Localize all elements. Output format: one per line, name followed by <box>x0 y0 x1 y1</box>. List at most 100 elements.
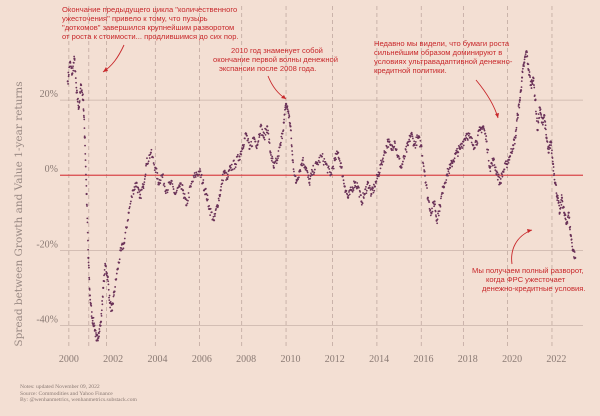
x-tick-label: 2014 <box>369 354 389 365</box>
data-point-fill <box>73 55 76 58</box>
data-point-fill <box>511 150 514 153</box>
data-point-fill <box>72 65 74 68</box>
data-point-fill <box>518 103 520 106</box>
data-point-fill <box>374 185 377 188</box>
data-point-fill <box>368 184 371 187</box>
data-point-fill <box>195 171 198 174</box>
data-point-fill <box>451 162 454 165</box>
data-point-fill <box>243 144 245 146</box>
data-point <box>366 181 370 184</box>
data-point-fill <box>332 165 335 168</box>
data-point-fill <box>414 146 417 149</box>
data-point-fill <box>265 129 268 131</box>
data-point-fill <box>505 160 508 163</box>
data-point-fill <box>270 159 273 162</box>
data-point-fill <box>559 206 562 209</box>
data-point-fill <box>199 170 202 173</box>
data-point-fill <box>401 163 404 166</box>
data-point-fill <box>98 330 101 333</box>
data-point-fill <box>350 189 353 192</box>
data-point-fill <box>543 116 545 119</box>
data-point-fill <box>381 163 384 166</box>
data-point-fill <box>456 147 458 150</box>
data-point-fill <box>494 169 497 172</box>
data-point-fill <box>218 195 221 198</box>
data-point-fill <box>140 197 142 200</box>
data-point-fill <box>86 205 88 207</box>
data-point-fill <box>325 162 328 165</box>
data-point-fill <box>124 231 127 234</box>
data-point-fill <box>494 166 497 169</box>
data-point-fill <box>287 112 290 115</box>
data-point-fill <box>550 144 553 147</box>
data-point <box>527 68 530 72</box>
data-point <box>194 174 197 177</box>
data-point-fill <box>301 164 304 167</box>
data-point <box>245 132 248 136</box>
data-point-fill <box>567 214 570 217</box>
data-point-fill <box>537 121 540 124</box>
data-point-fill <box>500 182 503 184</box>
data-point-fill <box>244 137 246 140</box>
data-point-fill <box>206 194 209 197</box>
data-point <box>433 200 436 203</box>
annotation-dotcom-line-2: ужесточения" привело к тому, что пузырь <box>62 14 208 23</box>
data-point-fill <box>545 137 548 140</box>
dashed-year-markers <box>68 6 553 348</box>
data-point-fill <box>506 163 509 166</box>
data-point-fill <box>71 72 74 75</box>
data-point <box>448 166 452 169</box>
annotation-reversal-line-2: когда ФРС ужесточает <box>486 275 566 284</box>
data-point-fill <box>521 67 524 70</box>
data-point-fill <box>358 195 361 198</box>
data-point-fill <box>457 155 459 158</box>
data-point-fill <box>461 142 463 145</box>
data-point-fill <box>83 118 86 121</box>
data-point-fill <box>523 58 526 61</box>
annotation-reversal-line-1: Мы получаем полный разворот, <box>472 266 584 275</box>
data-point <box>512 144 515 147</box>
data-point-fill <box>286 105 289 107</box>
annotation-2010-arrowhead <box>281 95 286 99</box>
data-point-fill <box>183 193 186 195</box>
data-point-fill <box>385 145 388 148</box>
data-point-fill <box>140 188 143 191</box>
data-point-fill <box>199 168 201 170</box>
data-point-fill <box>365 192 368 195</box>
data-point-fill <box>515 119 518 122</box>
data-point-fill <box>267 132 270 135</box>
data-point-fill <box>466 133 468 135</box>
data-point-fill <box>90 315 93 318</box>
data-point-fill <box>284 106 287 109</box>
data-point-fill <box>291 153 294 156</box>
data-point <box>363 192 366 196</box>
data-point-fill <box>108 294 111 297</box>
x-tick-label: 2008 <box>236 354 256 365</box>
data-point-fill <box>107 283 110 286</box>
data-point-fill <box>298 176 300 179</box>
data-point-fill <box>225 172 228 174</box>
data-point-fill <box>347 194 350 197</box>
annotation-recent-growth-line-2: сильнейшим образом доминируют в <box>374 48 502 57</box>
data-point-fill <box>491 164 494 167</box>
data-point-fill <box>263 138 266 141</box>
data-point-fill <box>338 157 341 160</box>
data-point-fill <box>557 197 559 200</box>
data-point-fill <box>306 171 309 174</box>
data-point-fill <box>221 173 224 176</box>
data-point-fill <box>555 192 558 195</box>
data-point-fill <box>288 115 291 118</box>
data-point-fill <box>149 153 152 156</box>
data-point <box>438 204 442 207</box>
data-point-fill <box>539 108 542 111</box>
data-point-fill <box>349 186 352 189</box>
data-point-fill <box>489 170 492 173</box>
data-point-fill <box>360 203 363 206</box>
data-point-fill <box>529 76 531 78</box>
data-point <box>91 316 94 320</box>
data-point-fill <box>280 135 283 138</box>
data-point <box>102 286 105 290</box>
data-point <box>189 185 192 188</box>
data-point-fill <box>445 179 448 181</box>
data-point-fill <box>537 113 540 116</box>
